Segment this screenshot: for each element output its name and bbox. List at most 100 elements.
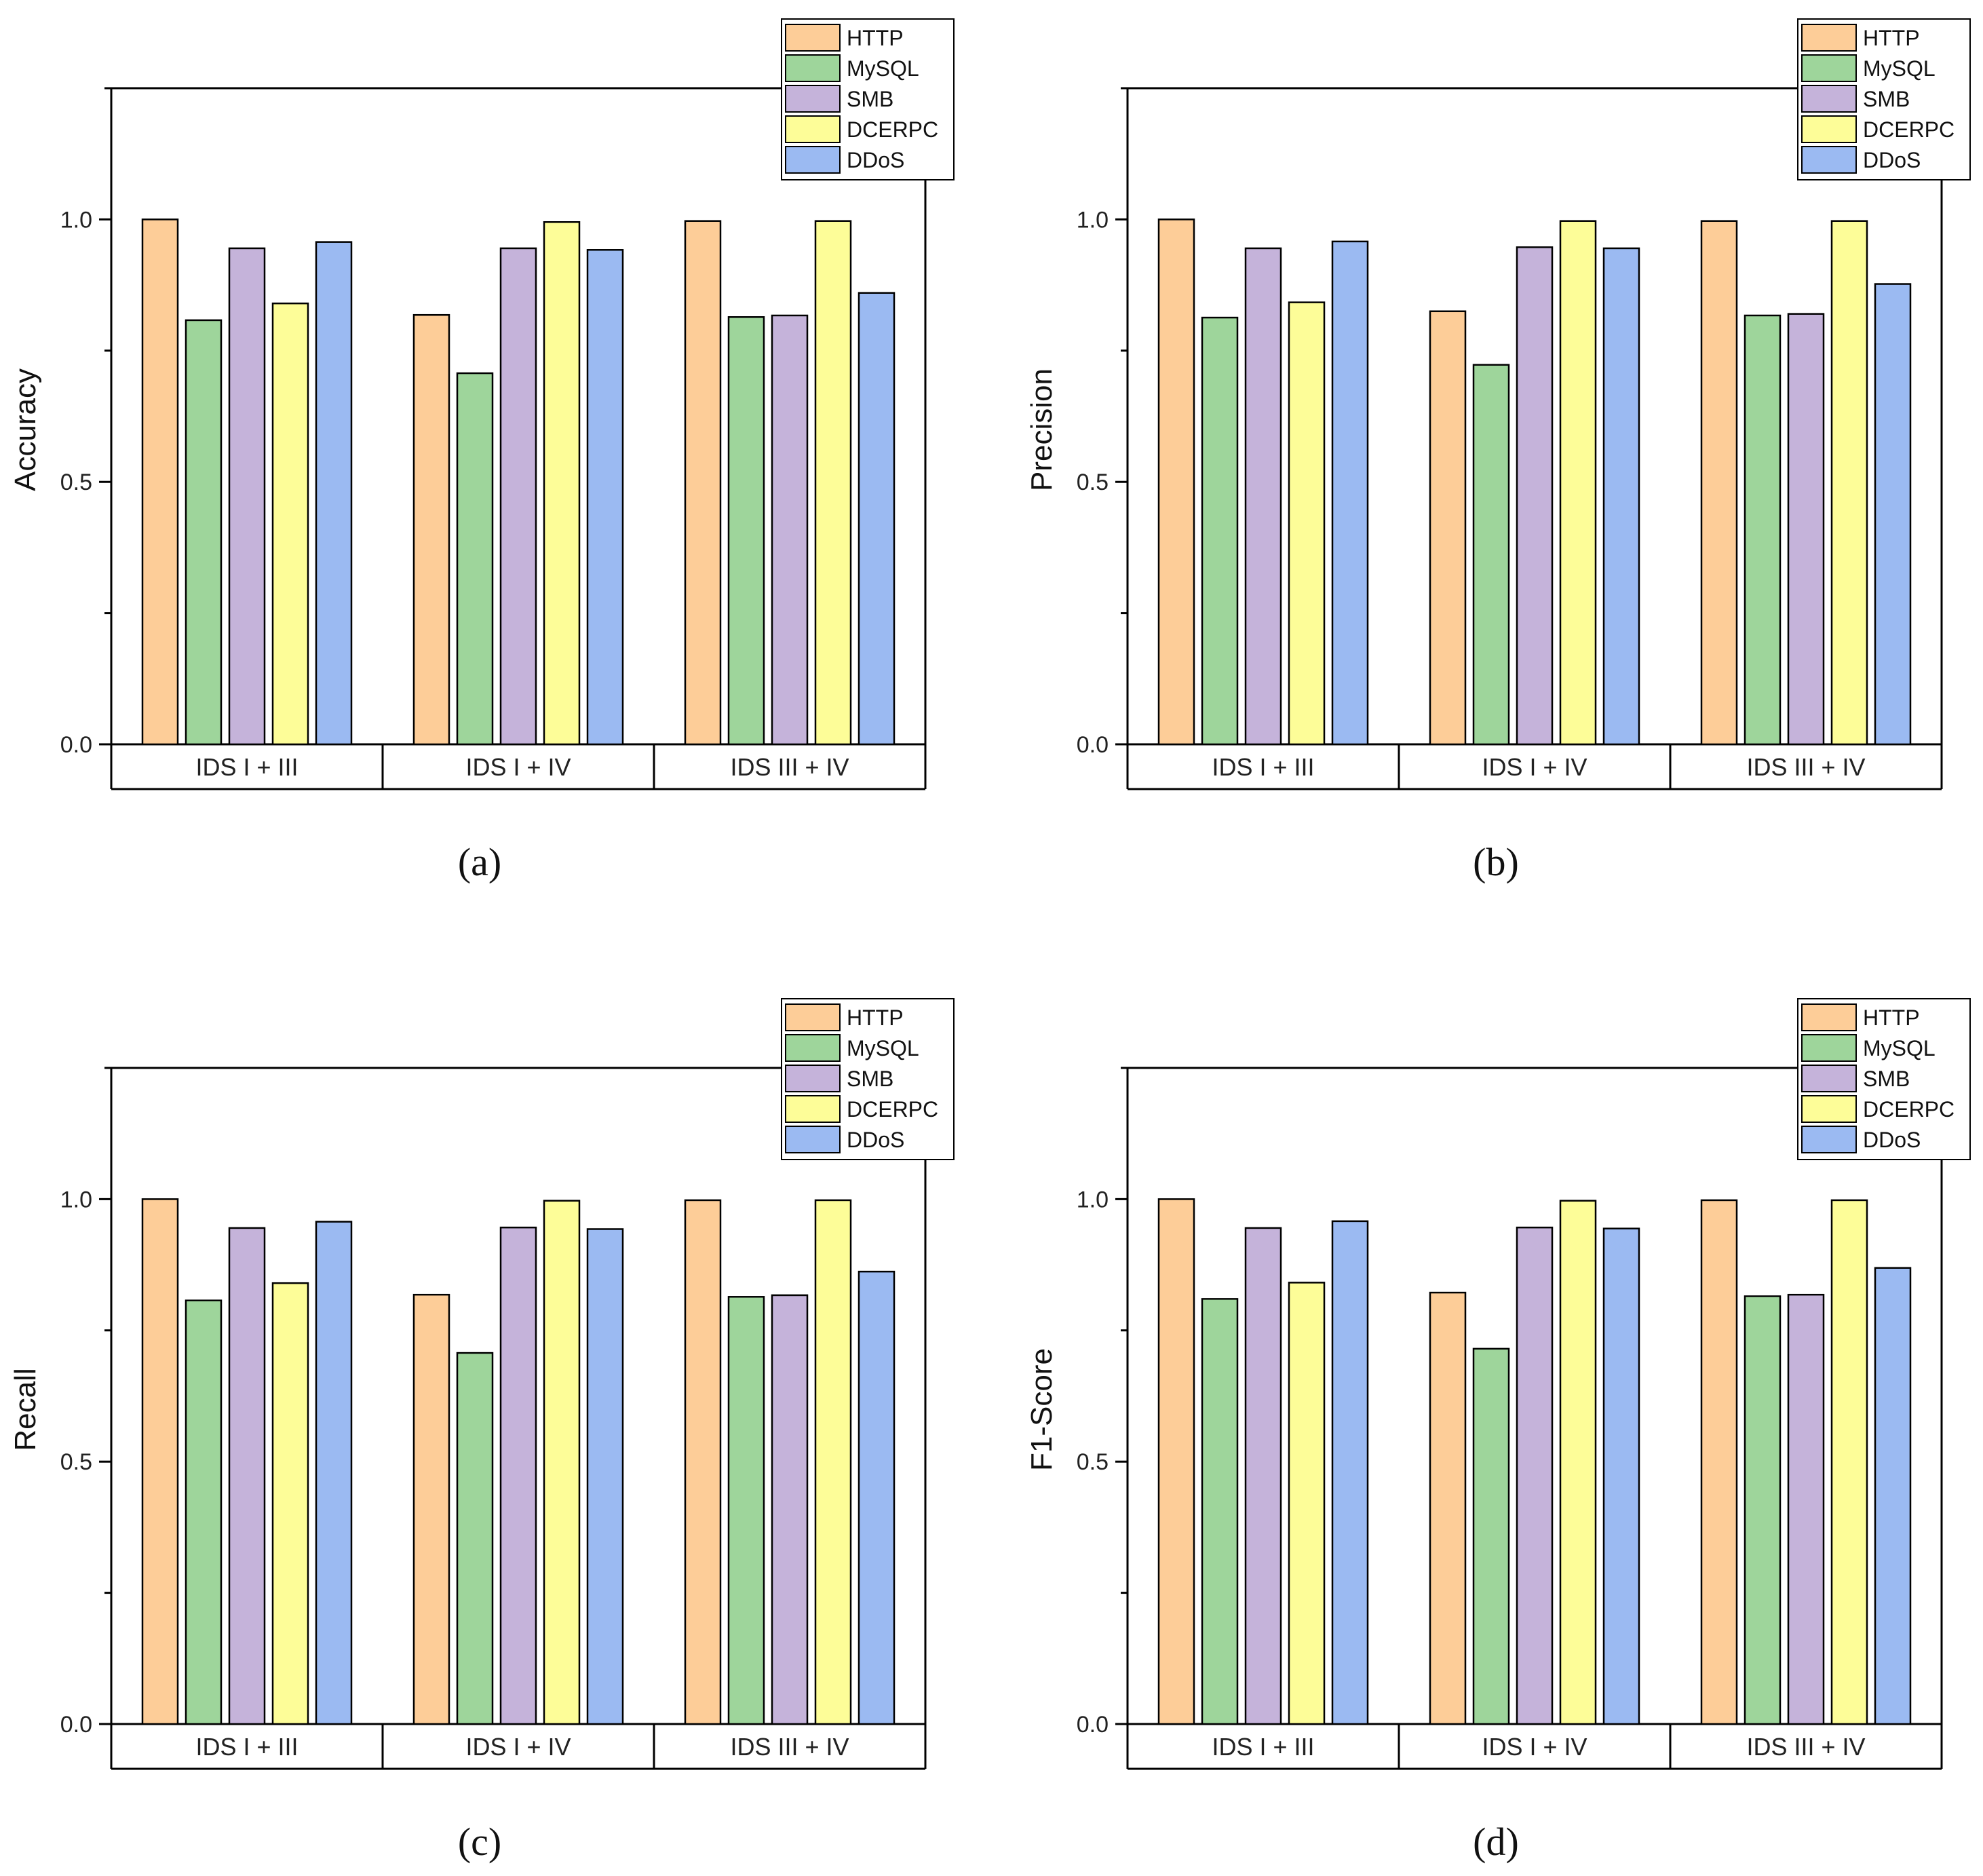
legend-swatch-dcerpc xyxy=(1801,115,1857,143)
bar-smb xyxy=(1516,246,1554,746)
bar-smb xyxy=(228,1227,266,1725)
x-category-label: IDS III + IV xyxy=(1746,753,1865,781)
bar-ddos xyxy=(858,292,896,746)
legend-label: DCERPC xyxy=(1863,1097,1955,1122)
x-category-label: IDS I + III xyxy=(1212,753,1314,781)
legend-swatch-ddos xyxy=(785,1126,841,1153)
bar-ddos xyxy=(586,1228,624,1725)
legend-label: DCERPC xyxy=(847,117,938,142)
legend-label: HTTP xyxy=(847,1006,904,1030)
y-tick-label: 0.0 xyxy=(1077,1712,1109,1738)
y-tick-label: 0.5 xyxy=(60,470,92,495)
bar-dcerpc xyxy=(1559,1200,1597,1725)
legend-label: MySQL xyxy=(1863,1036,1936,1060)
x-category-label: IDS I + III xyxy=(1212,1733,1314,1761)
legend-label: DDoS xyxy=(847,148,904,172)
panel-a: 0.0 0.5 1.0 Accuracy IDS I + III IDS I + IV ID… xyxy=(9,18,955,884)
bar-ddos xyxy=(1602,1227,1640,1725)
legend: HTTP MySQL SMB DCERPC DDoS xyxy=(1797,18,1971,180)
bar-mysql xyxy=(456,372,494,746)
y-axis-title: Accuracy xyxy=(9,368,42,491)
legend-label: SMB xyxy=(1863,1067,1910,1091)
panel-b: 0.0 0.5 1.0 Precision IDS I + III IDS I + IV I… xyxy=(1025,18,1971,884)
legend-swatch-http xyxy=(1801,24,1857,52)
panel-caption: (b) xyxy=(1473,840,1519,884)
y-tick-label: 1.0 xyxy=(1077,207,1109,233)
y-tick-label: 0.0 xyxy=(1077,732,1109,758)
bar-mysql xyxy=(727,1296,765,1725)
legend-swatch-smb xyxy=(1801,85,1857,113)
legend-swatch-ddos xyxy=(1801,146,1857,174)
bar-http xyxy=(684,1199,722,1725)
legend-swatch-smb xyxy=(785,1065,841,1092)
bar-mysql xyxy=(1472,364,1510,746)
y-tick-label: 0.5 xyxy=(1077,1449,1109,1475)
bar-ddos xyxy=(315,241,353,746)
legend-swatch-dcerpc xyxy=(785,1095,841,1123)
y-tick-label: 1.0 xyxy=(60,207,92,233)
legend-swatch-smb xyxy=(1801,1065,1857,1092)
bar-dcerpc xyxy=(271,302,309,746)
legend-label: DDoS xyxy=(847,1128,904,1152)
legend-label: HTTP xyxy=(847,26,904,50)
legend: HTTP MySQL SMB DCERPC DDoS xyxy=(781,18,955,180)
bar-http xyxy=(1429,1291,1467,1725)
legend-label: SMB xyxy=(1863,87,1910,111)
y-tick-label: 1.0 xyxy=(1077,1187,1109,1212)
y-tick-label: 1.0 xyxy=(60,1187,92,1212)
bar-http xyxy=(1157,1198,1195,1725)
bar-smb xyxy=(1244,1227,1282,1725)
bar-http xyxy=(141,1198,179,1725)
bar-ddos xyxy=(1331,240,1369,746)
legend-label: DCERPC xyxy=(847,1097,938,1122)
legend-label: HTTP xyxy=(1863,1006,1920,1030)
y-tick-label: 0.0 xyxy=(60,1712,92,1738)
legend-label: SMB xyxy=(847,87,893,111)
bar-mysql xyxy=(727,316,765,746)
bar-http xyxy=(1429,310,1467,746)
panel-c: 0.0 0.5 1.0 Recall IDS I + III IDS I + IV IDS … xyxy=(9,998,955,1864)
x-category-label: IDS I + IV xyxy=(465,1733,571,1761)
legend-swatch-dcerpc xyxy=(785,115,841,143)
legend-swatch-mysql xyxy=(785,1034,841,1062)
y-tick-label: 0.5 xyxy=(1077,470,1109,495)
legend-swatch-mysql xyxy=(1801,1034,1857,1062)
bar-http xyxy=(1157,218,1195,746)
bar-dcerpc xyxy=(543,1200,581,1725)
bar-smb xyxy=(1244,247,1282,746)
bar-mysql xyxy=(1472,1347,1510,1725)
x-category-label: IDS I + III xyxy=(195,753,298,781)
y-axis-title: Precision xyxy=(1025,368,1058,491)
legend-swatch-mysql xyxy=(785,54,841,82)
panel-d: 0.0 0.5 1.0 F1-Score IDS I + III IDS I + IV ID… xyxy=(1025,998,1971,1864)
legend-swatch-ddos xyxy=(785,146,841,174)
legend-label: MySQL xyxy=(847,56,919,81)
bar-dcerpc xyxy=(1288,301,1326,746)
legend-label: SMB xyxy=(847,1067,893,1091)
bar-smb xyxy=(499,247,537,746)
y-tick-label: 0.5 xyxy=(60,1449,92,1475)
panel-caption: (d) xyxy=(1473,1820,1519,1864)
legend-label: MySQL xyxy=(1863,56,1936,81)
y-axis-title: F1-Score xyxy=(1025,1348,1058,1471)
bar-smb xyxy=(1787,1293,1825,1725)
legend-swatch-smb xyxy=(785,85,841,113)
legend-label: MySQL xyxy=(847,1036,919,1060)
x-category-label: IDS III + IV xyxy=(730,1733,849,1761)
bar-mysql xyxy=(1744,1295,1782,1725)
bar-dcerpc xyxy=(1559,220,1597,746)
legend: HTTP MySQL SMB DCERPC DDoS xyxy=(781,998,955,1160)
bar-mysql xyxy=(1201,316,1239,746)
bar-mysql xyxy=(456,1352,494,1725)
bar-smb xyxy=(771,314,809,746)
y-tick-label: 0.0 xyxy=(60,732,92,758)
bar-dcerpc xyxy=(814,1199,852,1725)
bar-http xyxy=(1700,1199,1738,1725)
bar-http xyxy=(412,1293,450,1725)
bar-dcerpc xyxy=(1288,1282,1326,1725)
panel-caption: (a) xyxy=(458,840,501,884)
bar-ddos xyxy=(315,1221,353,1725)
bar-mysql xyxy=(185,319,223,746)
bar-ddos xyxy=(1874,1267,1912,1725)
